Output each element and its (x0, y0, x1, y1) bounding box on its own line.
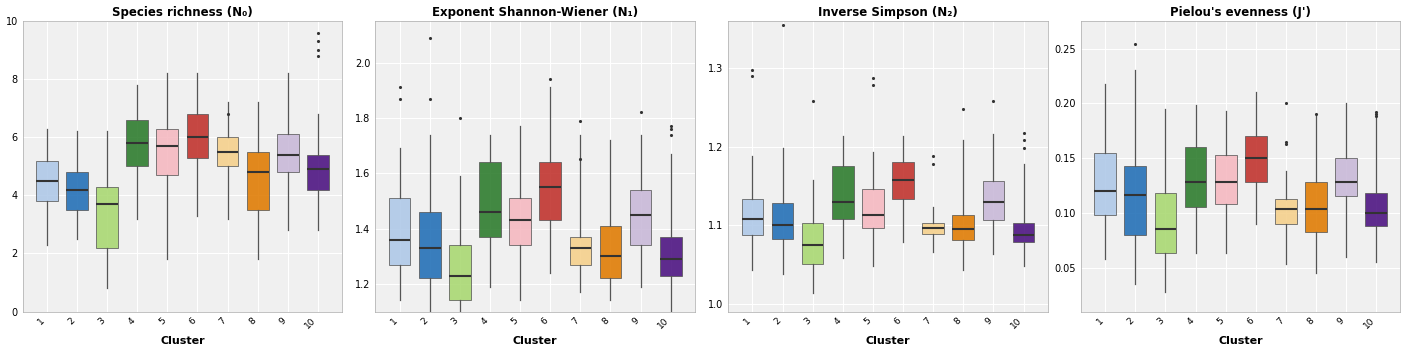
PathPatch shape (1336, 158, 1357, 196)
PathPatch shape (1244, 136, 1267, 182)
Title: Exponent Shannon-Wiener (N₁): Exponent Shannon-Wiener (N₁) (432, 6, 638, 19)
PathPatch shape (772, 203, 793, 239)
PathPatch shape (1012, 223, 1035, 242)
PathPatch shape (479, 162, 501, 237)
PathPatch shape (1125, 166, 1146, 235)
PathPatch shape (247, 152, 269, 210)
X-axis label: Cluster: Cluster (160, 337, 205, 346)
PathPatch shape (1154, 193, 1177, 253)
PathPatch shape (832, 165, 853, 219)
PathPatch shape (630, 190, 651, 245)
PathPatch shape (277, 134, 298, 172)
X-axis label: Cluster: Cluster (1219, 337, 1263, 346)
PathPatch shape (599, 226, 621, 278)
PathPatch shape (449, 245, 471, 301)
Title: Inverse Simpson (N₂): Inverse Simpson (N₂) (818, 6, 957, 19)
X-axis label: Cluster: Cluster (866, 337, 910, 346)
PathPatch shape (801, 223, 824, 264)
PathPatch shape (307, 155, 329, 190)
PathPatch shape (862, 189, 884, 228)
PathPatch shape (922, 223, 943, 234)
PathPatch shape (187, 114, 208, 158)
PathPatch shape (156, 128, 179, 175)
PathPatch shape (1215, 155, 1236, 204)
PathPatch shape (217, 137, 239, 166)
PathPatch shape (127, 120, 148, 166)
Title: Species richness (N₀): Species richness (N₀) (112, 6, 253, 19)
X-axis label: Cluster: Cluster (513, 337, 557, 346)
PathPatch shape (37, 161, 58, 201)
PathPatch shape (1365, 193, 1388, 226)
PathPatch shape (983, 181, 1004, 220)
PathPatch shape (419, 212, 440, 278)
PathPatch shape (1275, 199, 1296, 224)
PathPatch shape (569, 237, 591, 264)
PathPatch shape (741, 199, 763, 235)
PathPatch shape (66, 172, 87, 210)
PathPatch shape (96, 187, 118, 248)
PathPatch shape (952, 215, 974, 240)
PathPatch shape (540, 162, 561, 220)
Title: Pielou's evenness (J'): Pielou's evenness (J') (1170, 6, 1312, 19)
PathPatch shape (509, 198, 531, 245)
PathPatch shape (659, 237, 682, 276)
PathPatch shape (1305, 182, 1327, 232)
PathPatch shape (1185, 147, 1206, 207)
PathPatch shape (1094, 153, 1116, 215)
PathPatch shape (388, 198, 411, 264)
PathPatch shape (893, 162, 914, 199)
